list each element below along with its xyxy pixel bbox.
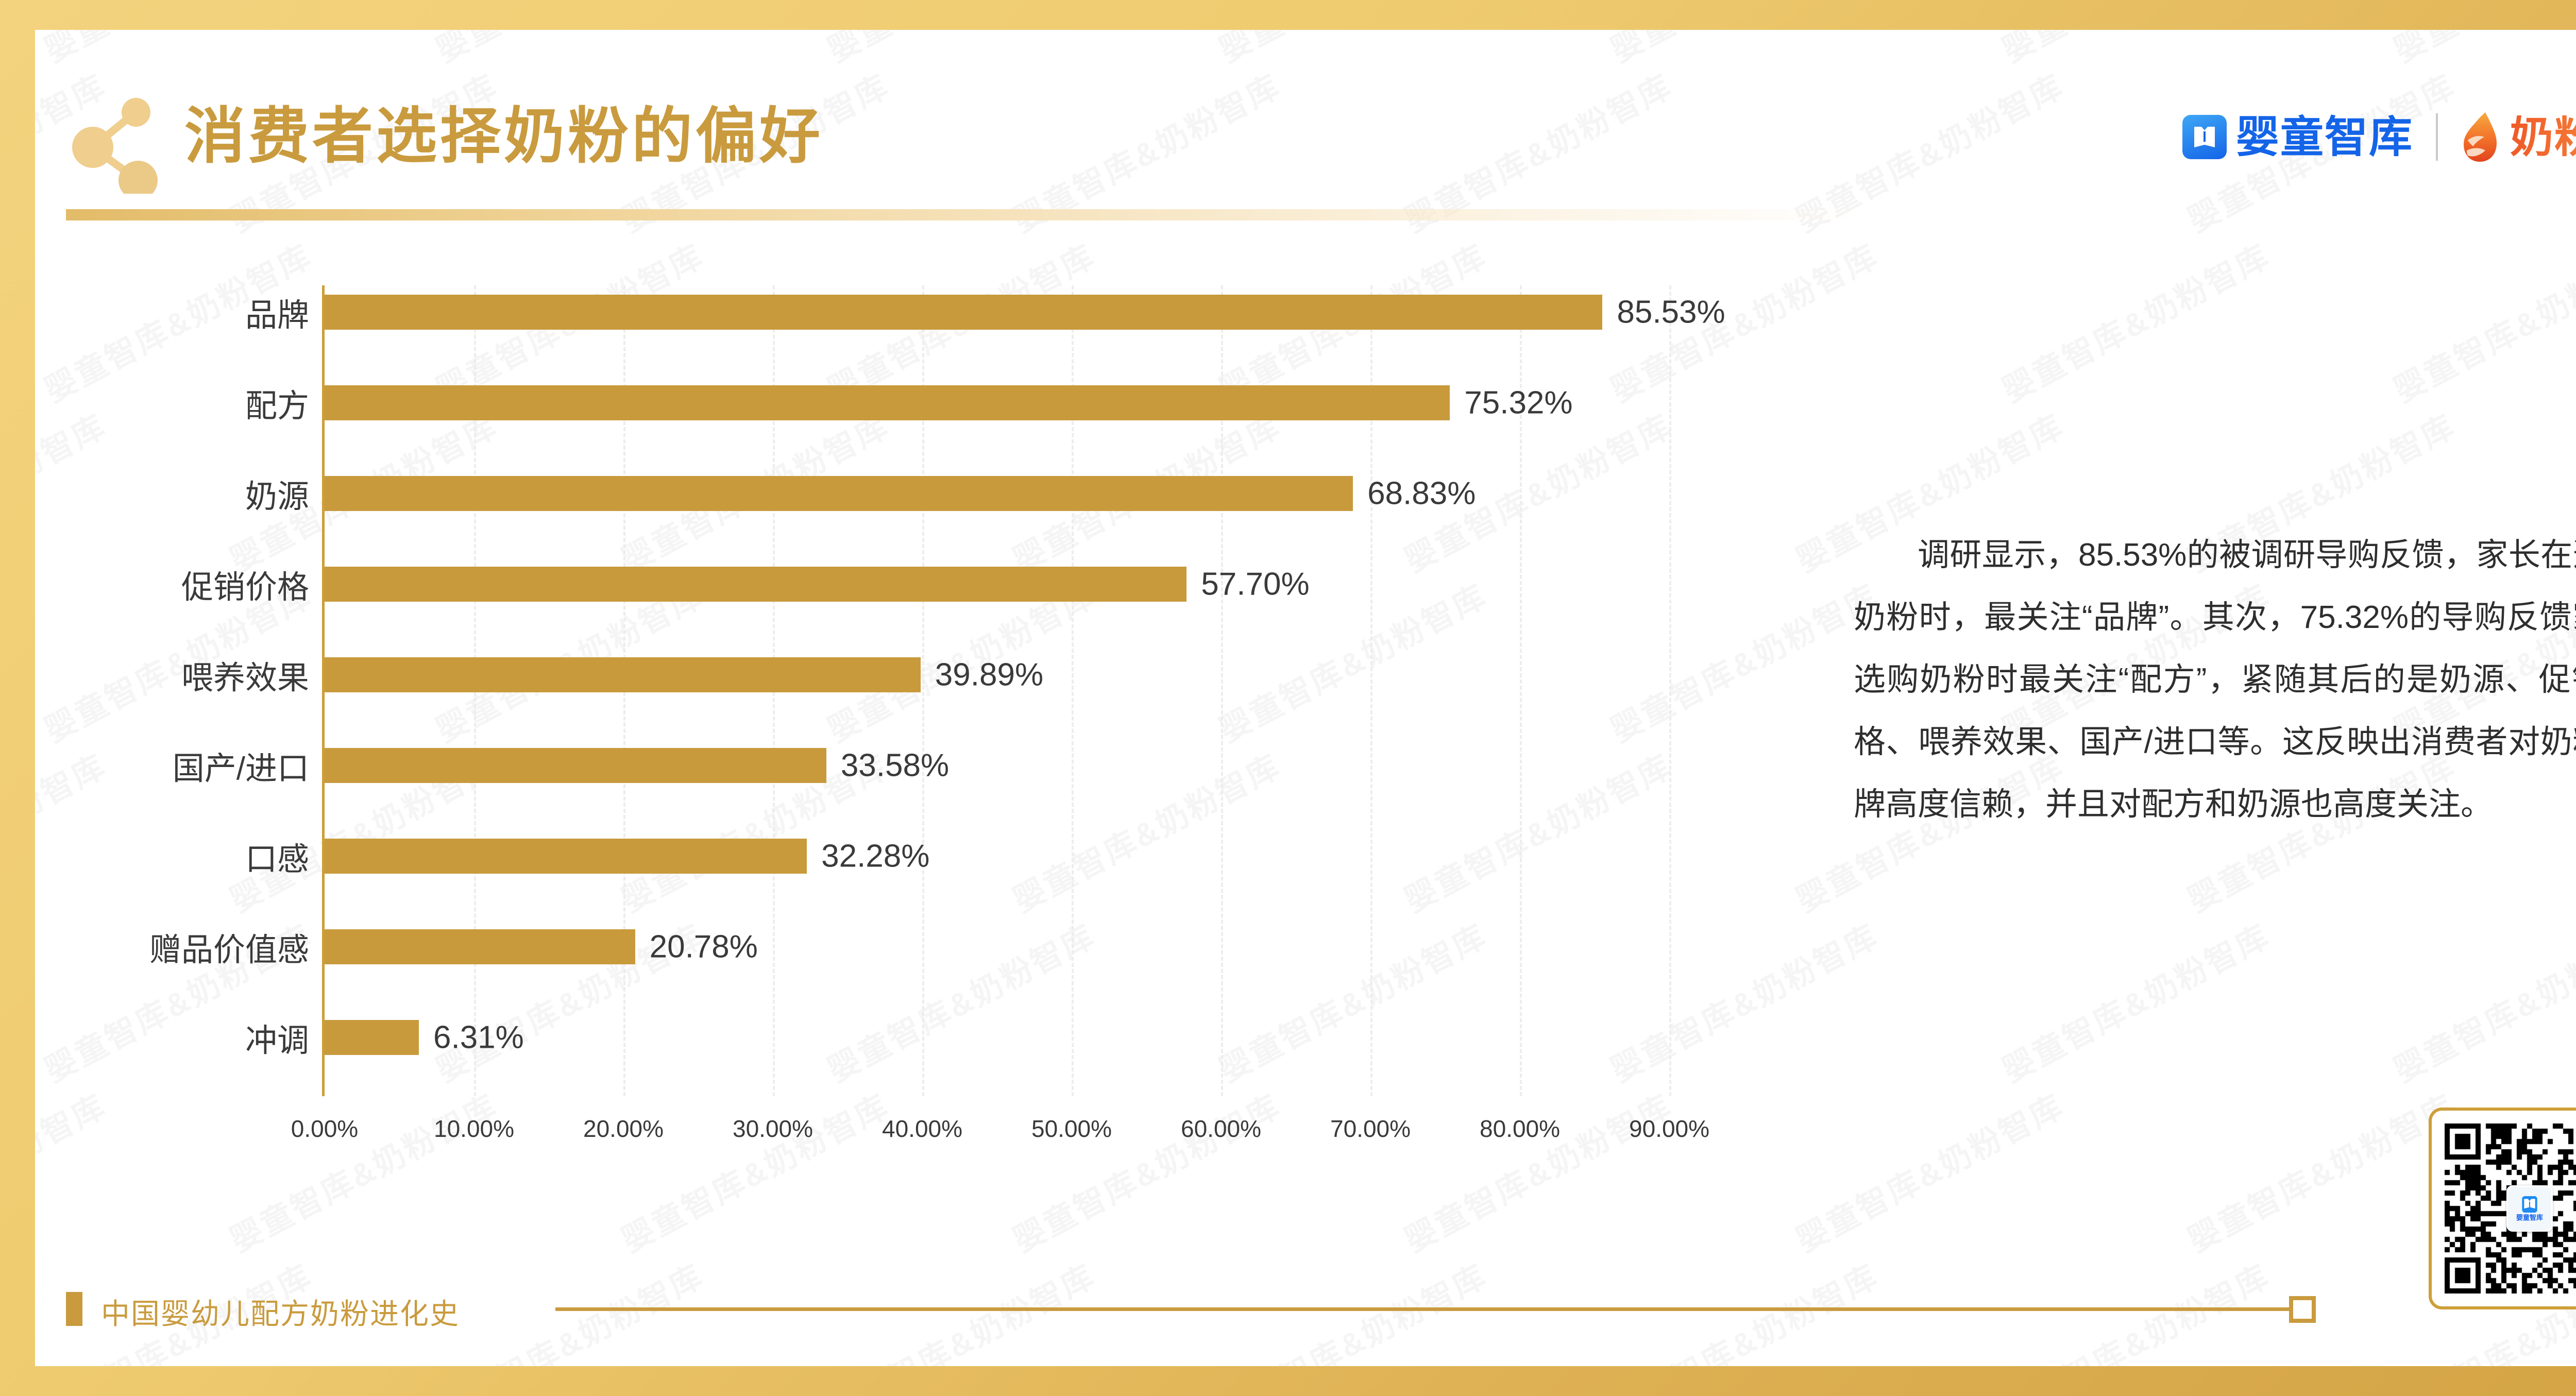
chart-value-label: 85.53%: [1617, 294, 1725, 330]
chart-value-label: 75.32%: [1464, 385, 1573, 421]
chart-x-tick-label: 10.00%: [433, 1115, 515, 1142]
chart-x-tick-label: 20.00%: [583, 1115, 664, 1142]
share-node-icon: [72, 98, 158, 194]
chart-value-label: 57.70%: [1201, 566, 1310, 602]
logo-divider: [2435, 113, 2438, 161]
chart-category-label: 冲调: [245, 1023, 309, 1059]
chart-category-label: 配方: [245, 388, 309, 424]
footer-rule: [555, 1307, 2289, 1311]
chart-x-tick-label: 90.00%: [1629, 1115, 1710, 1142]
chart-category-label: 品牌: [245, 298, 309, 333]
slide-header: 消费者选择奶粉的偏好 婴童智库: [35, 30, 2576, 236]
chart-y-axis: [322, 285, 325, 1096]
footer-label: 中国婴幼儿配方奶粉进化史: [101, 1298, 460, 1330]
chart-gridline: [922, 285, 924, 1096]
watermark-text: 婴童智库&奶粉智库: [1787, 1080, 2071, 1261]
chart-category-label: 国产/进口: [172, 751, 309, 787]
watermark-text: 婴童智库&奶粉智库: [2384, 230, 2576, 411]
chart-value-label: 32.28%: [821, 838, 930, 874]
chart-bar: [325, 385, 1450, 420]
chart-category-label: 促销价格: [181, 570, 309, 605]
preference-bar-chart: 品牌配方奶源促销价格喂养效果国产/进口口感赠品价值感冲调 85.53% 75.32…: [35, 251, 1776, 1189]
chart-value-label: 68.83%: [1367, 475, 1476, 512]
chart-bar: [325, 657, 921, 692]
chart-x-tick-label: 30.00%: [732, 1115, 814, 1142]
logo-yingtong-zhiku: 婴童智库: [2182, 115, 2413, 159]
logo-naifen-text: 奶粉智库: [2510, 115, 2576, 159]
chart-value-label: 20.78%: [649, 929, 758, 965]
slide-canvas: 婴童智库&奶粉智库婴童智库&奶粉智库婴童智库&奶粉智库婴童智库&奶粉智库婴童智库…: [35, 30, 2576, 1366]
chart-bar: [325, 839, 807, 874]
chart-gridline: [1669, 285, 1671, 1096]
chart-x-tick-label: 70.00%: [1330, 1115, 1411, 1142]
chart-gridline: [1370, 285, 1372, 1096]
chart-gridline: [1072, 285, 1074, 1096]
slide-footer: 中国婴幼儿配方奶粉进化史: [35, 1284, 2576, 1333]
yingtong-mark-icon: [2182, 115, 2227, 159]
watermark-text: 婴童智库&奶粉智库: [1993, 230, 2277, 411]
chart-value-label: 6.31%: [433, 1019, 524, 1055]
chart-x-tick-label: 80.00%: [1479, 1115, 1561, 1142]
chart-category-label: 口感: [245, 842, 309, 877]
chart-bar: [325, 567, 1187, 602]
flame-hand-icon: [2463, 112, 2497, 162]
logo-yingtong-text: 婴童智库: [2235, 113, 2413, 161]
watermark-text: 婴童智库&奶粉智库: [2178, 1080, 2463, 1261]
watermark-text: 婴童智库&奶粉智库: [2384, 910, 2576, 1091]
analysis-paragraph: 调研显示，85.53%的被调研导购反馈，家长在选购奶粉时，最关注“品牌”。其次，…: [1854, 537, 2576, 822]
chart-gridline: [1221, 285, 1223, 1096]
chart-category-label: 喂养效果: [181, 660, 309, 696]
qr-center-logo-text: 婴童智库: [2516, 1214, 2543, 1221]
chart-bar: [325, 295, 1603, 330]
footer-end-square-icon: [2289, 1296, 2316, 1323]
chart-bar: [325, 929, 635, 964]
qr-code-image: 婴童智库: [2445, 1123, 2576, 1293]
watermark-text: 婴童智库&奶粉智库: [1993, 910, 2277, 1091]
qr-center-logo: 婴童智库: [2506, 1185, 2553, 1232]
chart-gridline: [1520, 285, 1522, 1096]
footer-square-bullet: [66, 1292, 82, 1326]
chart-value-label: 39.89%: [935, 657, 1044, 693]
chart-x-tick-label: 40.00%: [882, 1115, 963, 1142]
chart-bar: [325, 748, 826, 783]
chart-category-label: 赠品价值感: [149, 932, 309, 968]
brand-logos: 婴童智库: [2182, 106, 2576, 168]
chart-x-tick-label: 50.00%: [1031, 1115, 1112, 1142]
chart-value-label: 33.58%: [840, 747, 950, 784]
qr-code-card[interactable]: 婴童智库: [2429, 1108, 2576, 1309]
chart-category-label: 奶源: [245, 479, 309, 515]
chart-bar: [325, 476, 1353, 511]
chart-bar: [325, 1020, 419, 1055]
title-underline: [66, 209, 1859, 220]
page-title: 消费者选择奶粉的偏好: [184, 103, 824, 171]
chart-x-tick-label: 60.00%: [1180, 1115, 1262, 1142]
logo-naifen-zhiku: 奶粉智库: [2461, 111, 2576, 163]
chart-x-tick-label: 0.00%: [291, 1115, 359, 1142]
